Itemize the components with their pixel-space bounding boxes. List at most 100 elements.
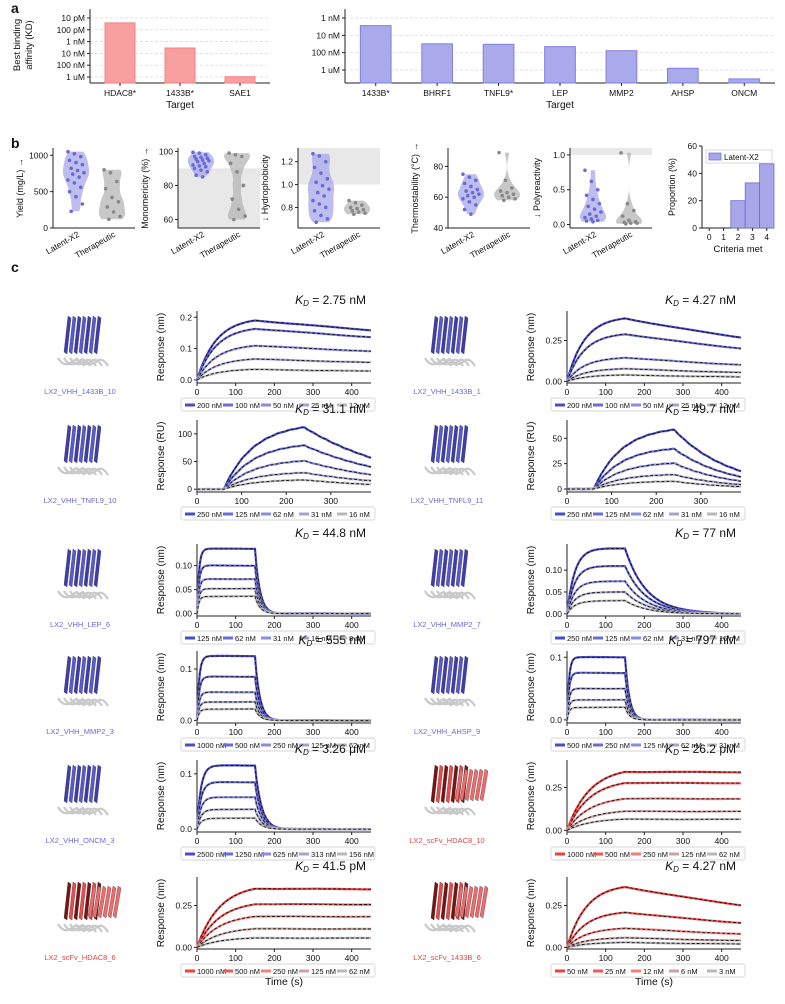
- data-point: [200, 175, 205, 179]
- fit-line: [566, 942, 741, 948]
- y-tick-label: 50: [553, 433, 563, 443]
- structure-image-2: [57, 424, 109, 476]
- y-tick-label: 1.0: [553, 150, 565, 160]
- beta-strand: [63, 655, 72, 695]
- kd-symbol: K: [295, 293, 304, 307]
- legend-label: 31 nM: [681, 510, 702, 519]
- target-helix: [442, 697, 470, 707]
- fit-line: [196, 595, 371, 615]
- beta-strand: [68, 881, 77, 921]
- x-tick-label: 300: [676, 620, 690, 630]
- data-point: [464, 189, 468, 193]
- data-point: [230, 197, 235, 201]
- sensorgram-250nM: [566, 428, 742, 491]
- beta-strand: [464, 885, 474, 919]
- structure-label: LX2_scFv_HDAC8_10: [409, 836, 484, 845]
- kd-title: KD = 31.1 nM: [295, 402, 366, 417]
- target-helix: [442, 357, 470, 367]
- beta-strand: [430, 424, 439, 464]
- y-tick-label: 0: [692, 223, 697, 233]
- fit-line: [566, 706, 741, 721]
- legend-label: 16 nM: [349, 510, 370, 519]
- fit-line: [196, 796, 371, 830]
- data-point: [583, 168, 587, 173]
- y-tick-label: 0.2: [180, 312, 192, 322]
- legend-label: 25 nM: [681, 401, 702, 410]
- beta-strand: [455, 424, 464, 464]
- kd-subscript: D: [303, 748, 309, 757]
- y-axis-label: Proportion (%): [667, 158, 677, 216]
- x-tick-label: 200: [637, 387, 651, 397]
- bar-AHSP: [667, 67, 699, 84]
- legend-label: 16 nM: [719, 634, 740, 643]
- legend-label: 62 nM: [235, 634, 256, 643]
- legend-label: 125 nM: [605, 634, 630, 643]
- fit-line: [566, 565, 741, 615]
- data-point: [591, 219, 595, 224]
- x-tick-label: 400: [715, 727, 729, 737]
- legend-label: 6 nM: [681, 967, 698, 976]
- x-tick-label: 400: [345, 836, 359, 846]
- data-point: [461, 172, 465, 176]
- panel-letter-b: b: [11, 135, 20, 151]
- beta-strand: [435, 548, 444, 588]
- x-tick-label: 100: [229, 953, 243, 963]
- fit-line: [196, 916, 371, 948]
- y-tick-label: 0.10: [545, 565, 562, 575]
- y-tick-label: 0.0: [180, 715, 192, 725]
- data-point: [587, 212, 592, 216]
- y-axis-label: Thermostability (°C) →: [410, 142, 420, 233]
- beta-strand: [440, 424, 449, 464]
- x-tick-label: Therapeutic: [590, 229, 635, 260]
- bar-1433B: [164, 47, 196, 84]
- legend-label: 1000 nM: [567, 850, 596, 859]
- kd-value: = 31.1 nM: [309, 402, 366, 416]
- data-point: [228, 161, 233, 166]
- legend-label: 200 nM: [567, 401, 592, 410]
- sensorgram-12nM: [196, 368, 371, 381]
- fit-line: [196, 817, 371, 830]
- data-point: [467, 175, 472, 180]
- legend-label: 156 nM: [349, 850, 374, 859]
- legend-label: 250 nM: [273, 967, 298, 976]
- data-point: [320, 183, 325, 188]
- fit-line: [196, 369, 371, 381]
- structure-image-1: [424, 315, 476, 367]
- data-point: [197, 151, 202, 155]
- sensorgram-62nM: [195, 707, 371, 722]
- legend-label: 313 nM: [311, 850, 336, 859]
- legend-label: 2500 nM: [197, 850, 226, 859]
- legend-label: 12 nM: [643, 967, 664, 976]
- beta-strand: [440, 655, 449, 695]
- fit-line: [196, 319, 372, 381]
- kd-symbol: K: [299, 633, 308, 647]
- x-tick-label: 400: [715, 387, 729, 397]
- beta-strand: [68, 548, 77, 588]
- data-point: [72, 181, 77, 185]
- target-helix: [81, 923, 109, 933]
- legend-label: 62 nM: [349, 967, 370, 976]
- data-point: [74, 160, 78, 165]
- beta-strand: [88, 315, 97, 355]
- structure-image-7: [424, 655, 476, 707]
- data-point: [465, 193, 470, 198]
- kd-title: KD = 77 nM: [675, 526, 736, 541]
- fit-line: [566, 937, 742, 948]
- beta-strand: [445, 315, 454, 355]
- data-point: [348, 205, 353, 210]
- data-point: [635, 221, 639, 225]
- kd-title: KD = 41.5 pM: [295, 859, 366, 874]
- kd-symbol: K: [295, 402, 304, 416]
- beta-strand: [479, 885, 489, 919]
- x-tick-label: ONCM: [731, 88, 757, 98]
- y-tick-label: 0.00: [175, 942, 192, 952]
- y-tick-label: 0.00: [545, 376, 562, 386]
- data-point: [203, 153, 208, 157]
- data-point: [475, 187, 480, 192]
- x-tick-label: 3: [750, 232, 755, 242]
- structure-label: LX2_scFv_1433B_6: [413, 953, 481, 962]
- x-tick-label: 300: [676, 953, 690, 963]
- fit-line: [196, 548, 371, 615]
- fit-line: [196, 937, 371, 948]
- data-point: [628, 221, 633, 225]
